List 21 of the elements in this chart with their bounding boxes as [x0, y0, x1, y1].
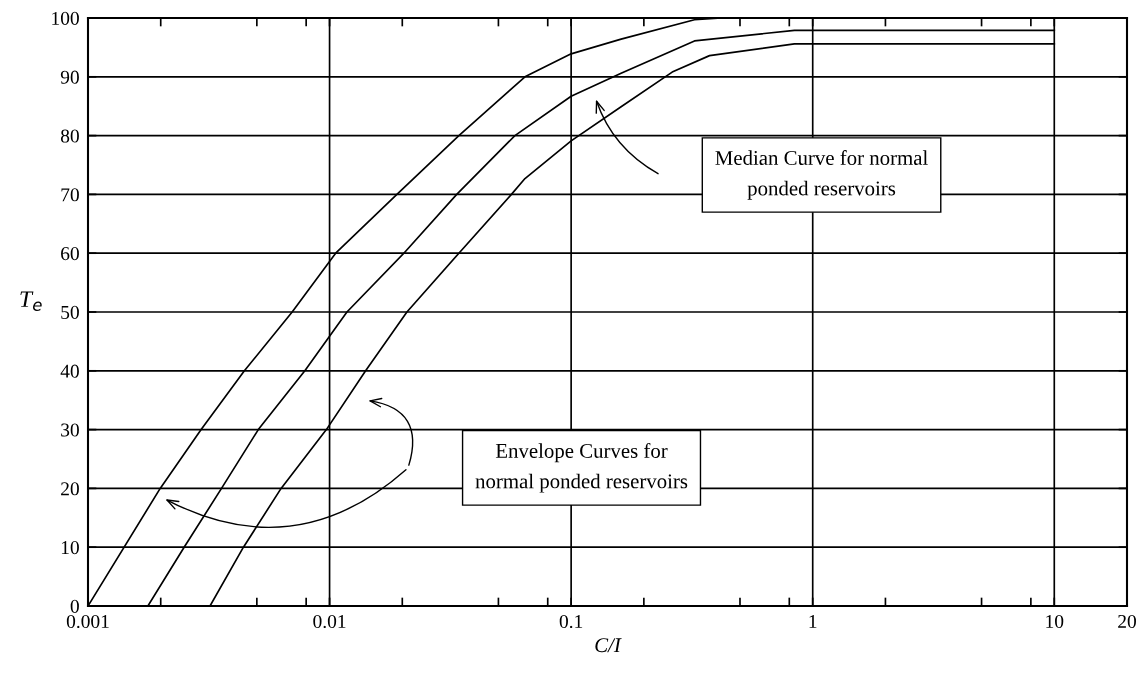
- x-axis-title: C/I: [595, 638, 622, 653]
- annotation: Envelope Curves for normal ponded reservoirs: [475, 443, 688, 493]
- x-tick-label: 0.1: [559, 614, 583, 629]
- x-tick-label: 10: [1046, 614, 1064, 629]
- y-tick-label: 0: [70, 599, 79, 613]
- x-tick-label: 1: [809, 614, 817, 628]
- y-tick-label: 90: [60, 70, 79, 84]
- y-tick-label: 70: [61, 188, 79, 202]
- x-tick-label: 0.001: [66, 614, 109, 629]
- x-tick-label: 20: [1118, 614, 1136, 629]
- y-tick-label: 60: [61, 247, 79, 261]
- y-tick-label: 30: [61, 423, 79, 437]
- y-axis-title: T$_{e}$: [20, 291, 42, 311]
- x-tick-label: 0.01: [313, 614, 346, 629]
- annotation: Median Curve for normal ponded reservoirs: [715, 150, 928, 200]
- y-tick-label: 80: [60, 129, 79, 143]
- y-tick-label: 50: [61, 305, 79, 319]
- y-tick-label: 10: [61, 541, 79, 555]
- y-tick-label: 40: [60, 364, 79, 378]
- y-tick-label: 20: [61, 482, 79, 496]
- y-tick-label: 100: [52, 11, 79, 25]
